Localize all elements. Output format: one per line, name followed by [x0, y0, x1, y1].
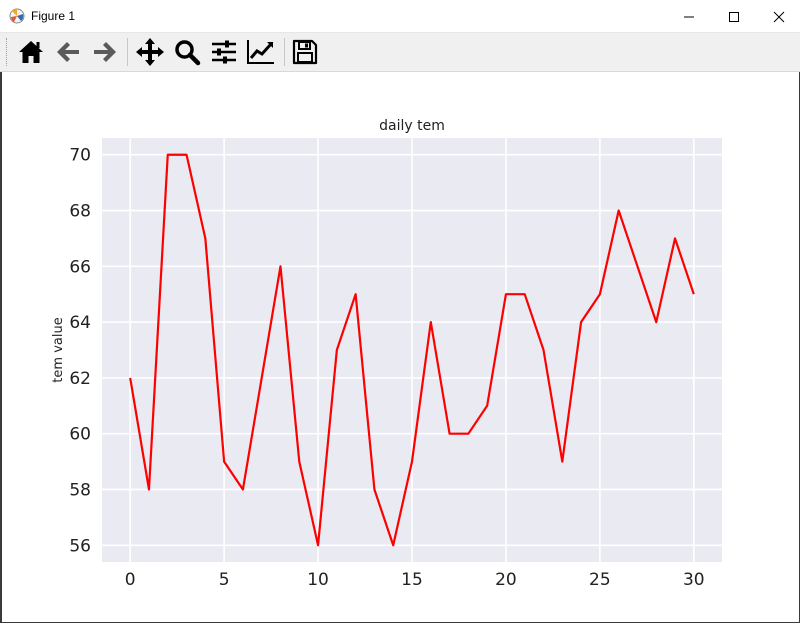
y-axis-label: tem value	[51, 317, 66, 382]
x-tick-label: 20	[495, 570, 517, 590]
edit-axis-button[interactable]	[244, 36, 278, 68]
forward-button[interactable]	[88, 36, 122, 68]
zoom-button[interactable]	[170, 36, 204, 68]
y-tick-label: 64	[69, 313, 91, 333]
toolbar-grip	[6, 38, 9, 66]
toolbar-separator	[284, 38, 285, 66]
x-tick-label: 10	[307, 570, 329, 590]
x-tick-label: 30	[683, 570, 705, 590]
y-tick-label: 66	[69, 257, 91, 277]
x-tick-label: 15	[401, 570, 423, 590]
x-tick-label: 0	[125, 570, 136, 590]
back-button[interactable]	[51, 36, 85, 68]
x-tick-label: 5	[219, 570, 230, 590]
close-button[interactable]	[756, 0, 800, 33]
y-tick-label: 62	[69, 369, 91, 389]
configure-subplots-icon	[212, 40, 236, 64]
window-title: Figure 1	[31, 9, 76, 23]
maximize-button[interactable]	[711, 0, 757, 33]
home-button[interactable]	[14, 36, 48, 68]
x-tick-label: 25	[589, 570, 611, 590]
forward-arrow-icon	[94, 42, 116, 62]
close-icon	[773, 11, 785, 22]
line-chart[interactable]: 0 5 10 15 20 25 30 56 58 60 62 64 66 68 70 daily tem tem…	[0, 72, 800, 623]
edit-axis-icon	[247, 40, 274, 64]
y-tick-label: 56	[69, 536, 91, 556]
zoom-magnifier-icon	[175, 40, 201, 66]
chart-title: daily tem	[379, 118, 445, 134]
back-arrow-icon	[57, 42, 79, 62]
home-icon	[19, 41, 43, 63]
y-tick-label: 68	[69, 202, 91, 222]
window-left-border	[0, 72, 2, 623]
matplotlib-app-icon	[9, 8, 25, 24]
save-floppy-icon	[292, 39, 318, 65]
data-series-line	[129, 153, 695, 547]
toolbar-separator	[127, 38, 128, 66]
pan-move-icon	[136, 38, 164, 66]
pan-button[interactable]	[133, 36, 167, 68]
figure-canvas[interactable]: 0 5 10 15 20 25 30 56 58 60 62 64 66 68 70 daily tem tem…	[0, 72, 800, 623]
minimize-button[interactable]	[666, 0, 712, 33]
window-titlebar: Figure 1	[0, 0, 800, 33]
y-tick-label: 60	[69, 425, 91, 445]
y-tick-label: 58	[69, 480, 91, 500]
save-button[interactable]	[288, 36, 322, 68]
maximize-icon	[729, 11, 739, 22]
y-tick-label: 70	[69, 146, 91, 166]
minimize-icon	[684, 16, 694, 17]
configure-subplots-button[interactable]	[207, 36, 241, 68]
navigation-toolbar	[0, 33, 800, 72]
